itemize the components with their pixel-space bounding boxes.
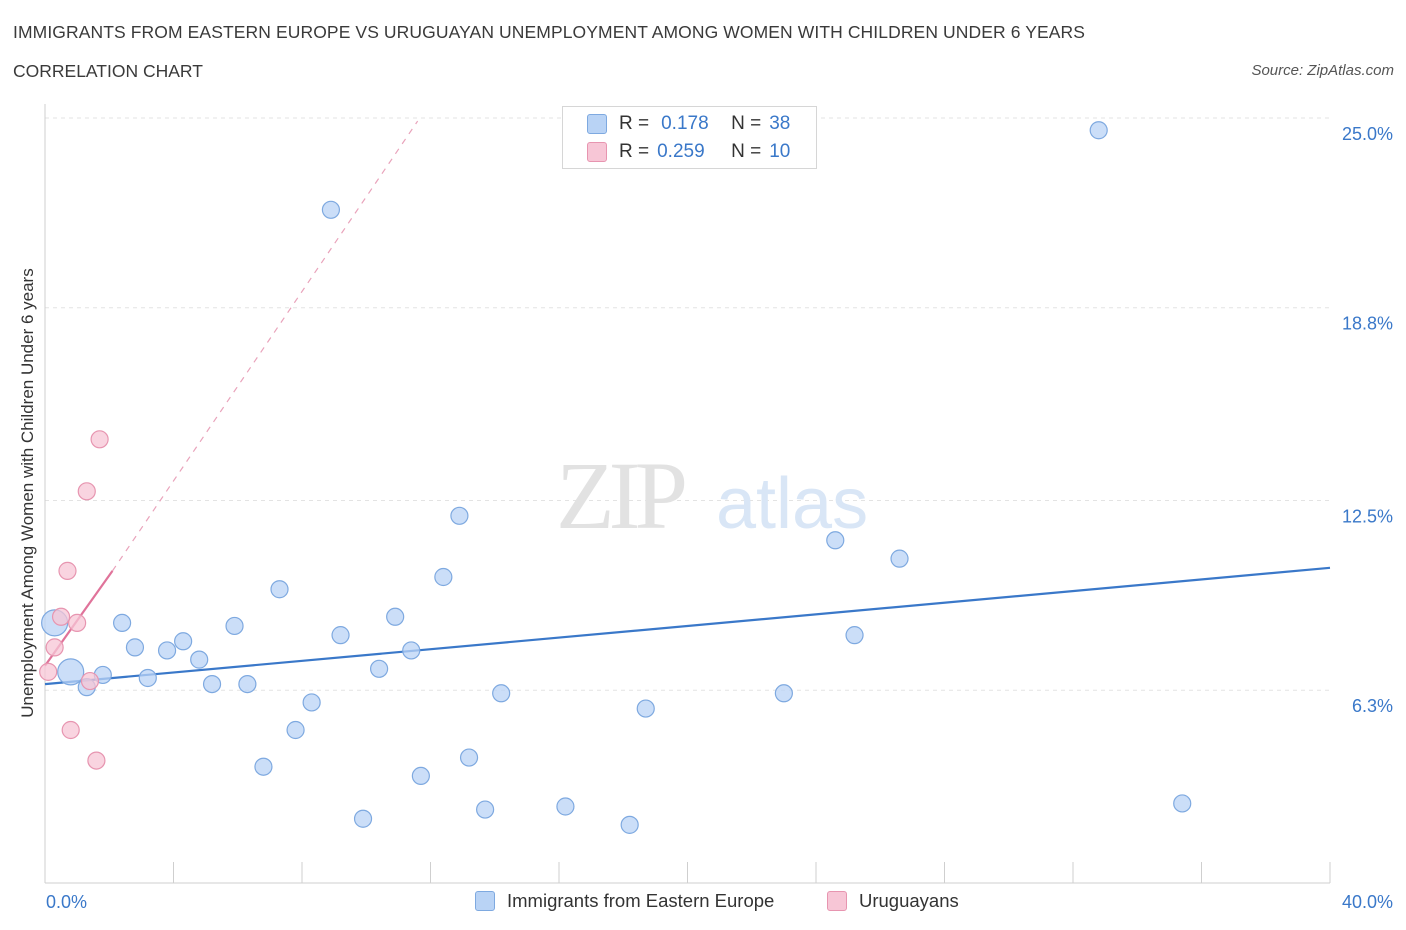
data-point-eastern-europe <box>386 607 405 626</box>
data-point-eastern-europe <box>450 506 469 525</box>
data-point-eastern-europe <box>1089 121 1108 140</box>
legend-row-uruguayans: R = 0.259 N = 10 <box>587 140 790 164</box>
data-point-eastern-europe <box>1173 794 1192 813</box>
data-point-eastern-europe <box>476 800 495 819</box>
watermark-atlas: atlas <box>716 464 868 544</box>
data-point-eastern-europe <box>57 658 85 686</box>
chart-title: IMMIGRANTS FROM EASTERN EUROPE VS URUGUA… <box>13 22 1086 42</box>
correlation-legend: R = 0.178 N = 38 R = 0.259 N = 10 <box>562 106 817 169</box>
x-tick-label: 40.0% <box>1342 892 1393 912</box>
axes <box>44 104 1331 884</box>
data-point-uruguayans <box>61 720 80 740</box>
legend-r-value: 0.178 <box>661 113 709 134</box>
data-point-eastern-europe <box>620 815 639 834</box>
data-point-uruguayans <box>90 430 109 449</box>
legend-swatch-pink <box>587 142 607 162</box>
y-tick-label: 25.0% <box>1342 124 1393 144</box>
data-point-eastern-europe <box>774 684 793 703</box>
data-point-eastern-europe <box>321 200 341 219</box>
legend-swatch-blue <box>475 891 495 911</box>
legend-n-label: N = <box>731 141 762 162</box>
data-point-eastern-europe <box>845 626 864 645</box>
data-point-eastern-europe <box>890 549 909 568</box>
data-point-uruguayans <box>45 638 64 657</box>
legend-n-value: 38 <box>769 113 791 134</box>
data-point-uruguayans <box>58 561 77 580</box>
legend-r-label: R = <box>619 113 650 134</box>
source-label: Source: ZipAtlas.com <box>1251 62 1394 79</box>
data-point-eastern-europe <box>138 668 157 688</box>
data-point-eastern-europe <box>254 757 273 776</box>
data-point-eastern-europe <box>202 674 222 694</box>
data-point-eastern-europe <box>459 748 479 767</box>
data-point-eastern-europe <box>270 580 289 599</box>
trend-lines <box>44 120 1331 686</box>
data-points <box>39 121 1192 834</box>
legend-swatch-blue <box>587 114 607 134</box>
trend-line-extension <box>111 120 419 572</box>
data-point-uruguayans <box>68 613 87 633</box>
x-tick-label: 0.0% <box>46 892 87 912</box>
y-tick-label: 6.3% <box>1352 696 1393 716</box>
legend-swatch-pink <box>827 891 847 911</box>
data-point-uruguayans <box>87 751 106 770</box>
legend-item-uruguayans: Uruguayans <box>827 890 959 912</box>
legend-n-value: 10 <box>769 141 791 162</box>
legend-r-label: R = <box>619 141 650 162</box>
data-point-eastern-europe <box>370 659 389 678</box>
grid-lines <box>45 117 1330 691</box>
data-point-eastern-europe <box>190 650 209 669</box>
legend-row-eastern-europe: R = 0.178 N = 38 <box>587 112 790 136</box>
data-point-uruguayans <box>39 662 58 681</box>
legend-label-eastern-europe: Immigrants from Eastern Europe <box>507 890 775 911</box>
data-point-eastern-europe <box>492 684 511 703</box>
data-point-eastern-europe <box>411 766 430 786</box>
legend-n-label: N = <box>731 113 762 134</box>
data-point-eastern-europe <box>402 641 421 660</box>
data-point-eastern-europe <box>286 720 305 740</box>
legend-label-uruguayans: Uruguayans <box>859 890 959 911</box>
data-point-eastern-europe <box>112 613 132 633</box>
y-tick-label: 12.5% <box>1342 507 1393 527</box>
data-point-eastern-europe <box>434 567 453 587</box>
data-point-uruguayans <box>80 671 100 691</box>
watermark-zip: ZIP <box>556 442 685 549</box>
data-point-eastern-europe <box>353 809 373 828</box>
data-point-eastern-europe <box>225 616 244 636</box>
data-point-eastern-europe <box>238 674 257 694</box>
y-tick-label: 18.8% <box>1342 314 1393 334</box>
watermark: ZIP atlas <box>556 442 868 549</box>
data-point-eastern-europe <box>174 632 193 651</box>
legend-r-value: 0.259 <box>657 141 705 162</box>
legend-item-eastern-europe: Immigrants from Eastern Europe <box>475 890 774 912</box>
data-point-eastern-europe <box>826 531 845 550</box>
data-point-eastern-europe <box>331 626 350 645</box>
trend-line-eastern-europe <box>44 566 1331 686</box>
tick-labels: 6.3% 12.5% 18.8% 25.0% 0.0% 40.0% <box>46 124 1393 912</box>
data-point-eastern-europe <box>556 797 575 816</box>
data-point-eastern-europe <box>636 699 655 718</box>
data-point-eastern-europe <box>302 693 321 712</box>
y-axis-label: Unemployment Among Women with Children U… <box>18 268 37 718</box>
chart-subtitle: CORRELATION CHART <box>13 61 203 81</box>
data-point-eastern-europe <box>125 638 145 657</box>
data-point-eastern-europe <box>157 641 177 660</box>
data-point-uruguayans <box>77 482 96 501</box>
data-point-uruguayans <box>51 607 71 626</box>
